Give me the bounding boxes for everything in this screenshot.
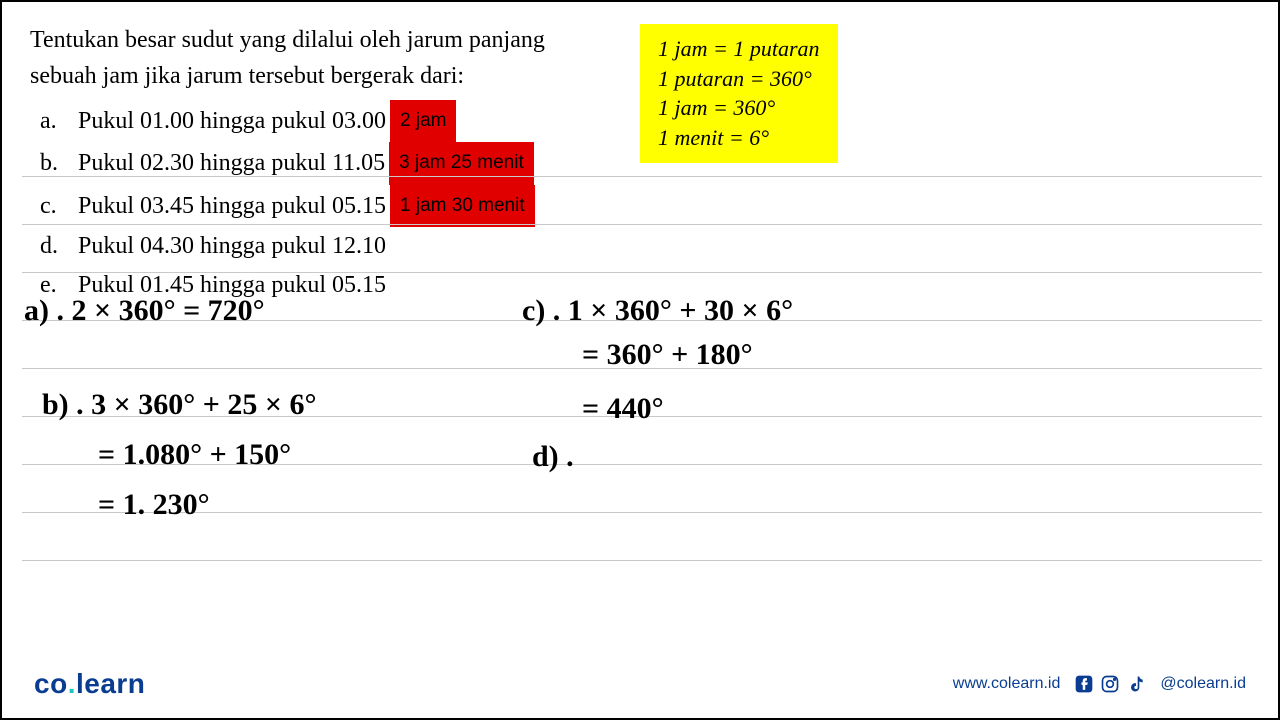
logo-co: co: [34, 668, 68, 699]
footer-handle: @colearn.id: [1160, 675, 1246, 693]
handwritten-text: a) . 2 × 360° = 720°: [24, 294, 265, 328]
option-text: Pukul 01.00 hingga pukul 03.00: [78, 102, 386, 140]
handwritten-text: = 1. 230°: [98, 488, 210, 522]
duration-tag: 2 jam: [390, 100, 456, 142]
footer: co.learn www.colearn.id @colearn.id: [2, 668, 1278, 700]
formula-line-4: 1 menit = 6°: [658, 123, 820, 153]
handwritten-text: c) . 1 × 360° + 30 × 6°: [522, 294, 793, 328]
handwritten-text: d) .: [532, 440, 574, 474]
handwritten-text: b) . 3 × 360° + 25 × 6°: [42, 388, 316, 422]
footer-url: www.colearn.id: [953, 675, 1061, 693]
formula-line-3: 1 jam = 360°: [658, 93, 820, 123]
handwritten-text: = 360° + 180°: [582, 338, 753, 372]
paper-rule: [22, 176, 1262, 177]
option-label: a.: [30, 102, 78, 140]
logo-learn: learn: [76, 668, 145, 699]
paper-rule: [22, 272, 1262, 273]
formula-box: 1 jam = 1 putaran 1 putaran = 360° 1 jam…: [640, 24, 838, 163]
social-icons: [1074, 674, 1146, 694]
instagram-icon: [1100, 674, 1120, 694]
logo-dot: .: [68, 668, 76, 699]
paper-rule: [22, 560, 1262, 561]
formula-line-2: 1 putaran = 360°: [658, 64, 820, 94]
formula-line-1: 1 jam = 1 putaran: [658, 34, 820, 64]
handwritten-text: = 440°: [582, 392, 664, 426]
colearn-logo: co.learn: [34, 668, 145, 700]
facebook-icon: [1074, 674, 1094, 694]
paper-rule: [22, 224, 1262, 225]
handwritten-text: = 1.080° + 150°: [98, 438, 291, 472]
question-line-2: sebuah jam jika jarum tersebut bergerak …: [30, 58, 590, 94]
question-line-1: Tentukan besar sudut yang dilalui oleh j…: [30, 22, 590, 58]
tiktok-icon: [1126, 674, 1146, 694]
footer-right: www.colearn.id @colearn.id: [953, 674, 1246, 694]
question-text: Tentukan besar sudut yang dilalui oleh j…: [30, 22, 590, 94]
